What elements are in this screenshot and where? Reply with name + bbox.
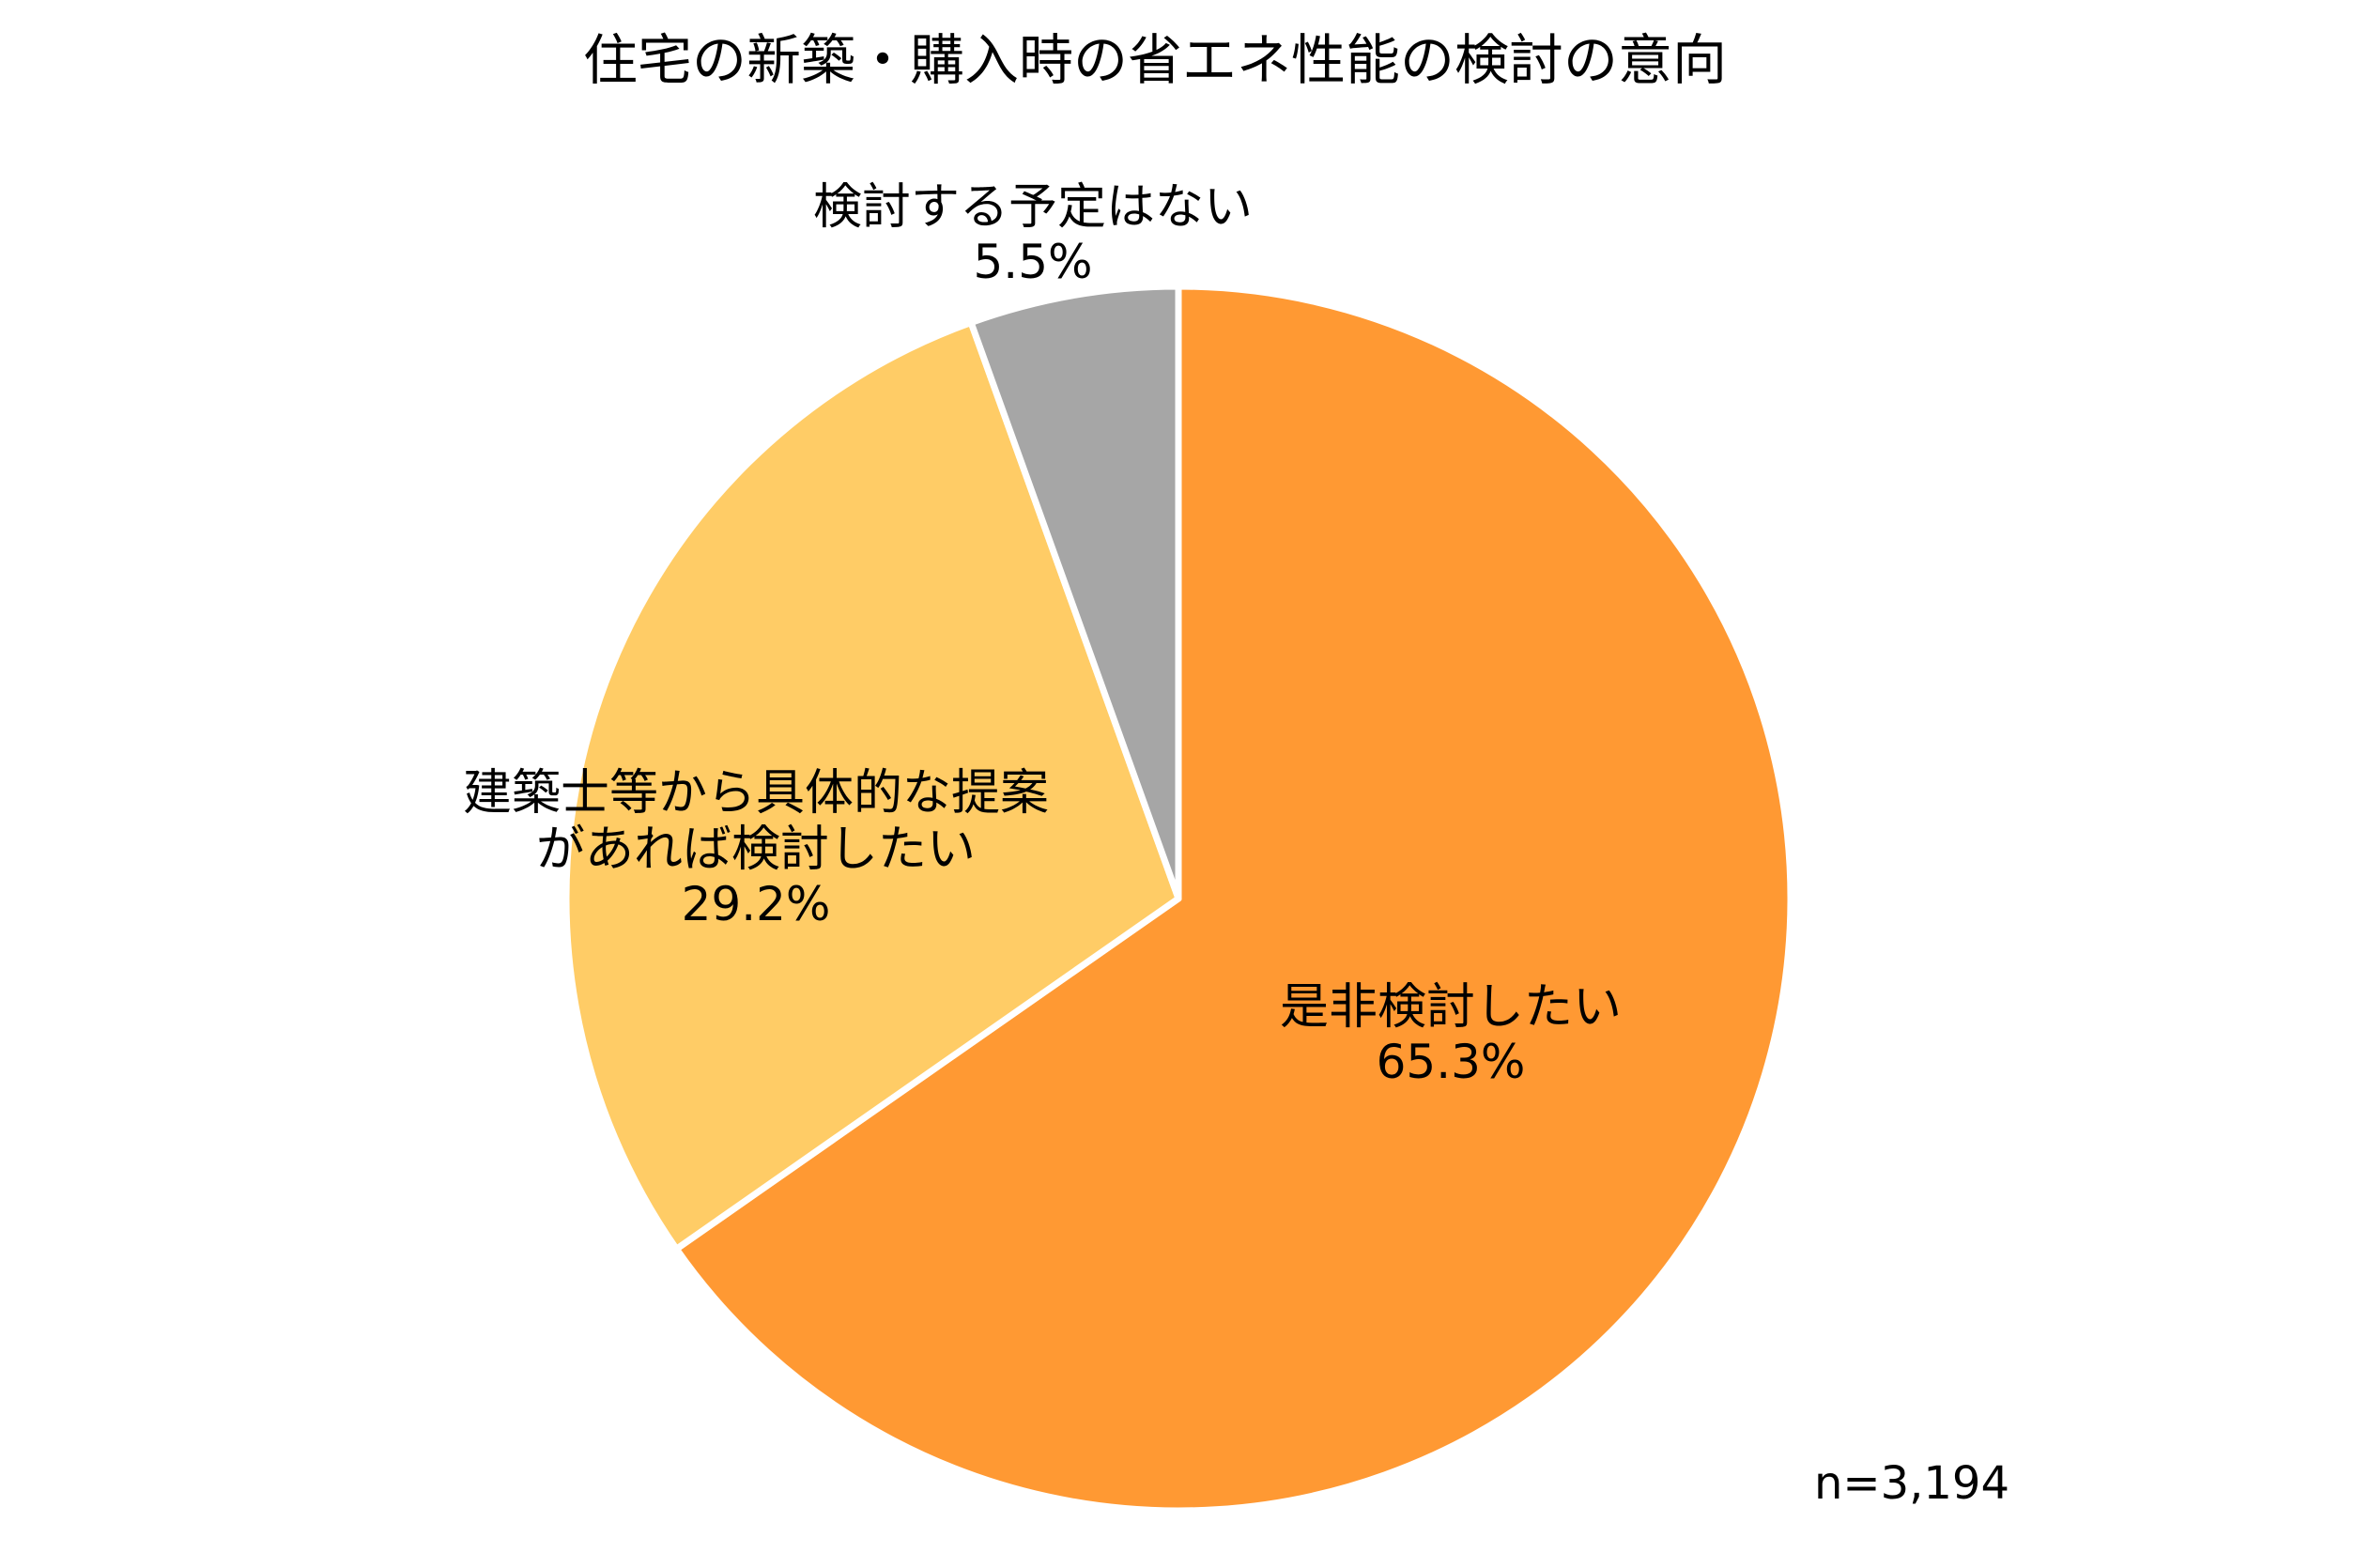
slice-1-value-label: 65.3% [1377, 1035, 1526, 1089]
chart-title: 住宅の新築・購入時の省エネ性能の検討の意向 [583, 28, 1727, 92]
slice-2-label-line-1: 建築士等から具体的な提案 [463, 765, 1049, 822]
slice-3-label-line-1: 検討する予定はない [813, 179, 1253, 236]
slice-2-label-line-2: があれば検討したい [536, 822, 976, 878]
slice-3-value-label: 5.5% [973, 235, 1092, 289]
slice-2-value-label: 29.2% [682, 877, 831, 931]
pie-slice-2 [562, 319, 1182, 1253]
sample-size-note: n=3,194 [1814, 1457, 2009, 1510]
pie-slice-3 [967, 283, 1182, 902]
pie-slices [562, 283, 1794, 1514]
slice-1-label-line-1: 是非検討したい [1280, 979, 1622, 1036]
pie-slice-1 [672, 283, 1794, 1514]
